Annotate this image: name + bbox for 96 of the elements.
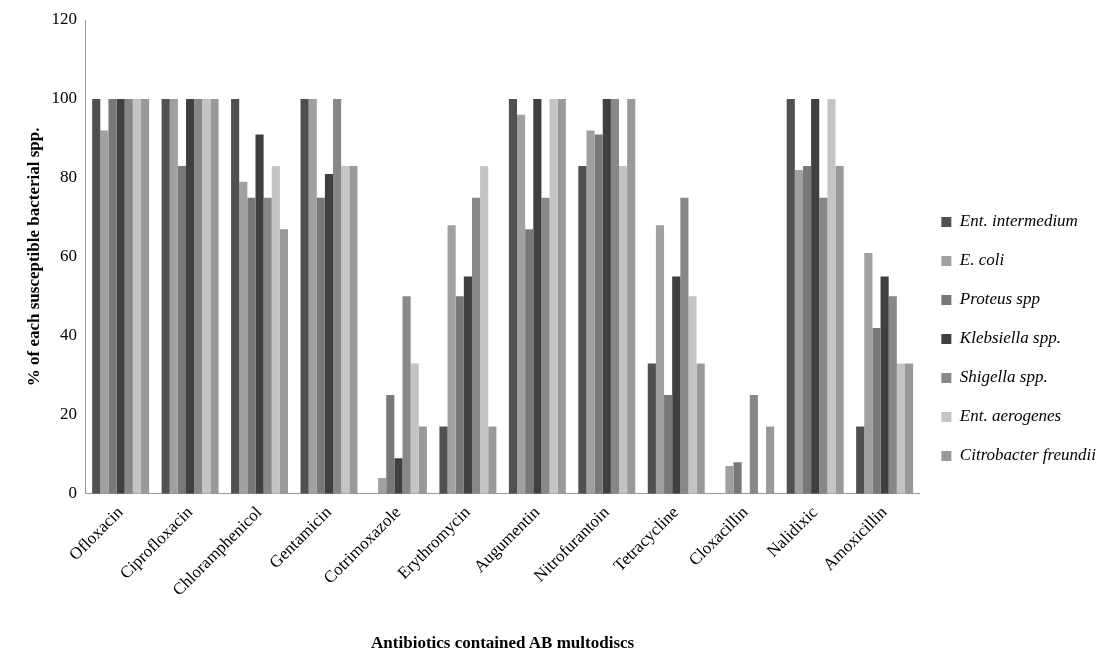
- bar: [132, 98, 141, 494]
- bar: [255, 134, 264, 494]
- bar: [680, 197, 689, 494]
- bar: [271, 166, 280, 494]
- legend-label: Ent. aerogenes: [958, 406, 1062, 426]
- bar: [749, 395, 758, 494]
- legend-label: Klebsiella spp.: [958, 328, 1061, 348]
- bar: [116, 98, 125, 494]
- y-tick-label: 40: [59, 325, 77, 345]
- bar: [835, 166, 844, 494]
- bar: [316, 197, 325, 494]
- bar: [904, 363, 914, 494]
- bar: [279, 229, 289, 494]
- bar: [92, 98, 101, 494]
- bar: [169, 98, 178, 494]
- bar: [239, 181, 248, 494]
- bar: [480, 166, 489, 494]
- bar: [786, 98, 795, 494]
- y-tick-label: 120: [51, 9, 77, 29]
- bar: [341, 166, 350, 494]
- bar: [896, 363, 905, 494]
- bar: [880, 276, 889, 494]
- bar: [124, 98, 133, 494]
- bar: [263, 197, 272, 494]
- bar: [402, 296, 411, 494]
- bar: [819, 197, 828, 494]
- bar: [394, 458, 403, 494]
- bar: [794, 170, 803, 494]
- bar: [655, 225, 665, 494]
- bar: [525, 229, 534, 494]
- bar: [349, 166, 358, 494]
- y-axis-title: % of each susceptible bacterial spp.: [23, 127, 43, 387]
- bar: [418, 426, 427, 494]
- y-tick-label: 20: [59, 404, 77, 424]
- bar: [410, 363, 419, 494]
- bar: [324, 173, 334, 494]
- bar: [733, 462, 742, 494]
- bar: [672, 276, 681, 494]
- bar: [386, 395, 395, 494]
- bar: [864, 252, 873, 494]
- bar: [872, 327, 881, 494]
- bar: [161, 98, 170, 494]
- bar: [533, 98, 542, 494]
- bar: [619, 166, 628, 494]
- bar: [488, 426, 497, 494]
- x-axis-title: Antibiotics contained AB multodiscs: [371, 633, 635, 653]
- bar: [231, 98, 240, 494]
- y-tick-label: 80: [59, 167, 77, 187]
- bar: [100, 130, 109, 494]
- bar: [308, 98, 317, 494]
- bar: [333, 98, 342, 494]
- bar: [549, 98, 558, 494]
- bar: [766, 426, 775, 494]
- legend-label: Citrobacter freundii: [959, 445, 1097, 465]
- bar: [471, 197, 481, 494]
- legend-label: Shigella spp.: [959, 367, 1048, 387]
- bar: [463, 276, 472, 494]
- y-tick-label: 60: [59, 246, 77, 266]
- bar: [177, 166, 187, 494]
- bar: [108, 98, 117, 494]
- bar: [202, 98, 211, 494]
- bar: [627, 98, 636, 494]
- bar: [802, 166, 812, 494]
- bar: [696, 363, 705, 494]
- y-tick-label: 0: [68, 483, 77, 503]
- bar: [140, 98, 150, 494]
- bar: [455, 296, 464, 494]
- legend-label: E. coli: [958, 250, 1005, 270]
- bar: [194, 98, 203, 494]
- y-tick-label: 100: [51, 88, 77, 108]
- bar: [725, 466, 734, 494]
- bar: [186, 98, 195, 494]
- bar: [610, 98, 620, 494]
- bar: [439, 426, 448, 494]
- bar: [508, 98, 518, 494]
- bar: [594, 134, 603, 494]
- bar: [557, 98, 566, 494]
- bar: [210, 98, 219, 494]
- bar: [856, 426, 865, 494]
- bar: [811, 98, 820, 494]
- bar: [300, 98, 309, 494]
- legend-label: Proteus spp: [958, 289, 1040, 309]
- bar: [517, 114, 526, 494]
- bar: [378, 477, 387, 494]
- bar: [647, 363, 656, 494]
- bar: [447, 225, 456, 494]
- bar: [586, 130, 595, 494]
- bar: [664, 395, 673, 494]
- bar: [541, 197, 550, 494]
- legend-label: Ent. intermedium: [958, 211, 1078, 231]
- bar: [578, 166, 587, 494]
- bar: [888, 296, 897, 494]
- bar: [247, 197, 256, 494]
- bar: [827, 98, 836, 494]
- bar: [688, 296, 697, 494]
- bar: [602, 98, 611, 494]
